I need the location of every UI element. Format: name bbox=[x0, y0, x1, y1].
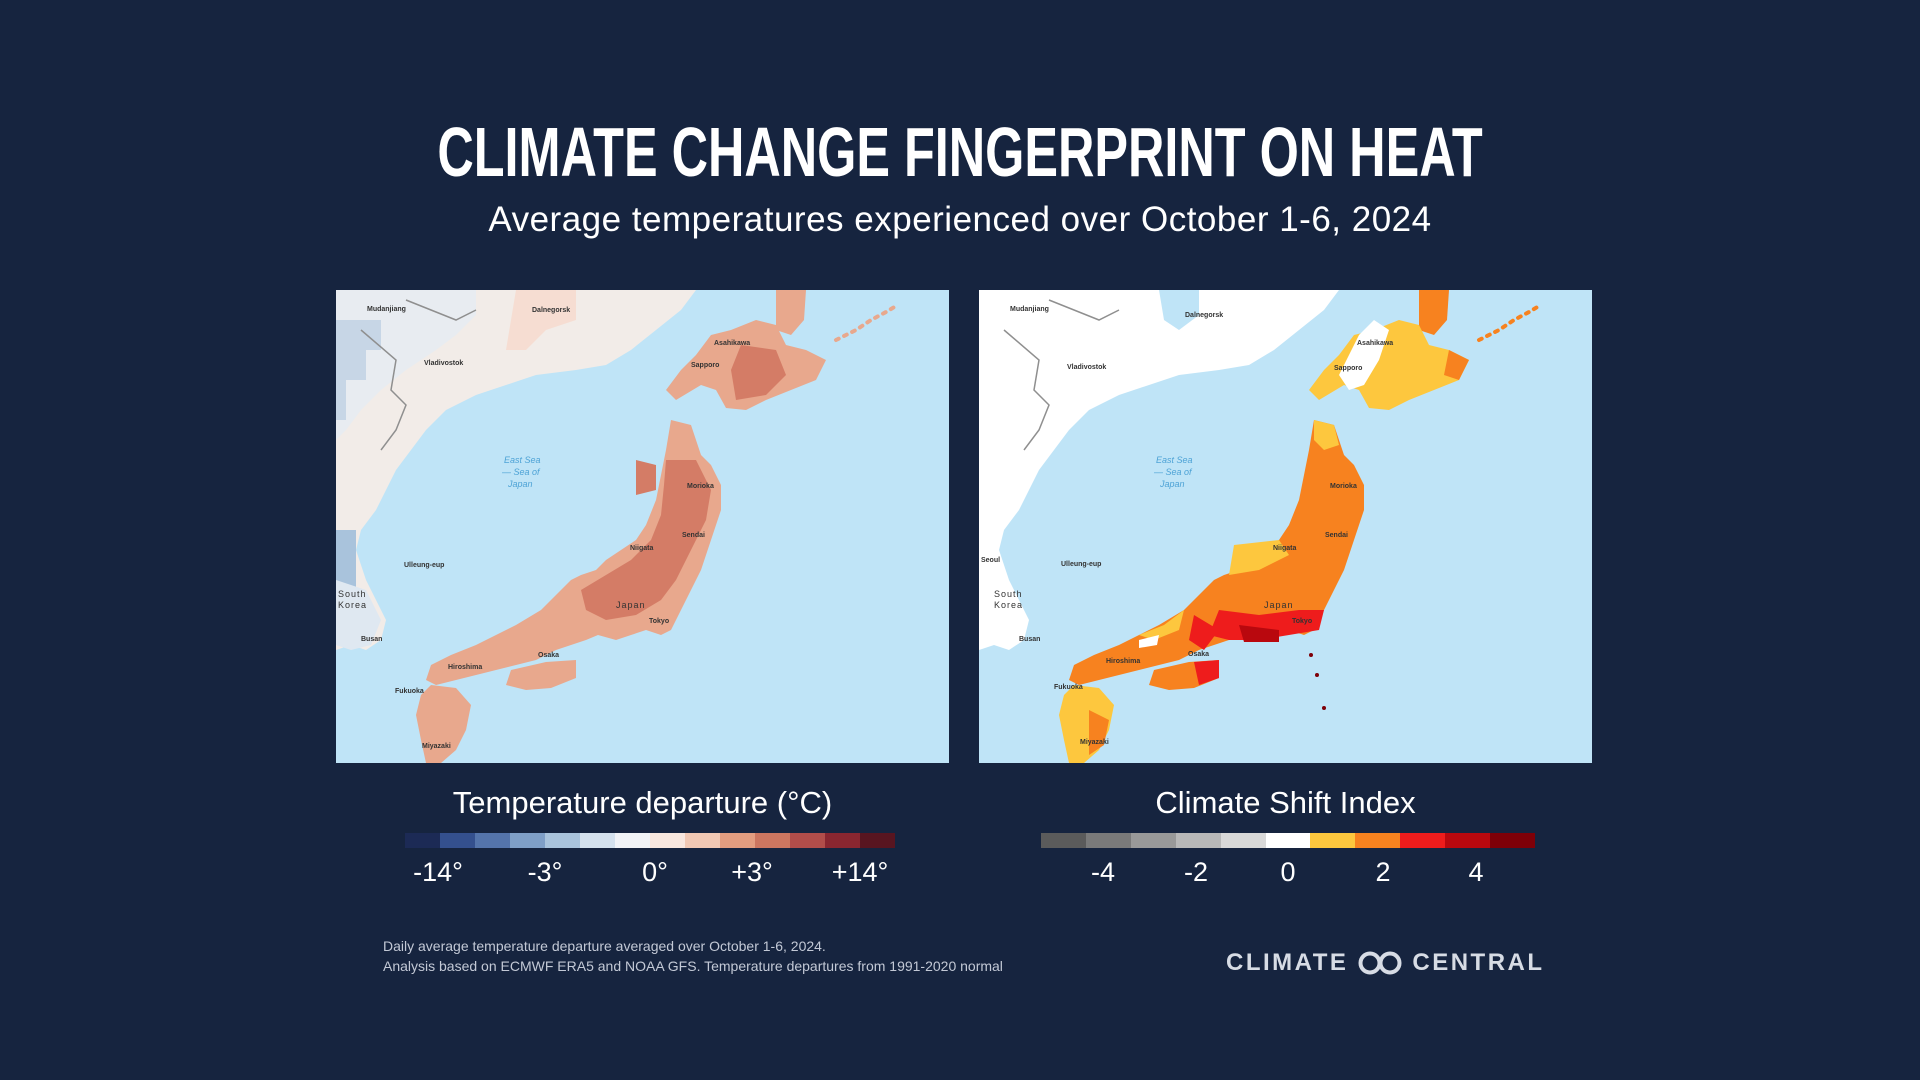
temperature-tick-label: +3° bbox=[731, 857, 773, 887]
footnote-line-1: Daily average temperature departure aver… bbox=[383, 938, 826, 954]
csi-color-swatch bbox=[1265, 833, 1311, 848]
climate-central-logo-icon bbox=[1358, 951, 1402, 975]
csi-color-swatch bbox=[1310, 833, 1356, 848]
temperature-color-swatch bbox=[720, 833, 755, 848]
city-label: Osaka bbox=[1188, 651, 1209, 658]
page-title: Climate Change Fingerprint on Heat bbox=[437, 113, 1483, 191]
csi-color-swatch bbox=[1355, 833, 1401, 848]
footnote-line-2: Analysis based on ECMWF ERA5 and NOAA GF… bbox=[383, 958, 1003, 974]
temperature-color-swatch bbox=[405, 833, 440, 848]
temperature-color-swatch bbox=[790, 833, 825, 848]
csi-tick-label: 4 bbox=[1468, 857, 1484, 887]
temperature-legend-title: Temperature departure (°C) bbox=[452, 785, 833, 820]
city-label: Sapporo bbox=[691, 362, 719, 369]
temperature-color-swatch bbox=[860, 833, 895, 848]
hokkaido bbox=[1309, 320, 1469, 410]
temperature-color-swatch bbox=[755, 833, 790, 848]
temperature-tick-label: -14° bbox=[413, 857, 463, 887]
brand-word-left: CLIMATE bbox=[1226, 949, 1349, 976]
city-label: Sapporo bbox=[1334, 365, 1362, 372]
country-label: Japan bbox=[616, 600, 646, 610]
temperature-tick-label: +14° bbox=[831, 857, 889, 887]
city-label: Ulleung-eup bbox=[404, 562, 444, 569]
city-label: Hiroshima bbox=[448, 664, 482, 671]
city-label: Tokyo bbox=[1292, 618, 1312, 625]
mainland-landmass bbox=[979, 290, 1339, 650]
country-label: South bbox=[994, 589, 1023, 599]
city-label: Fukuoka bbox=[1054, 684, 1083, 691]
mainland-landmass bbox=[336, 290, 696, 650]
country-label: South bbox=[338, 589, 367, 599]
temperature-color-swatch bbox=[510, 833, 545, 848]
temperature-color-swatch bbox=[825, 833, 860, 848]
csi-tick-label: 2 bbox=[1375, 857, 1391, 887]
sea-label: East Sea bbox=[1156, 455, 1193, 465]
temperature-color-swatch bbox=[650, 833, 685, 848]
sea-label: Japan bbox=[507, 479, 533, 489]
city-label: Sendai bbox=[682, 532, 705, 539]
city-label: Asahikawa bbox=[1357, 340, 1393, 347]
city-label: Miyazaki bbox=[1080, 739, 1109, 746]
temperature-tick-label: -3° bbox=[527, 857, 563, 887]
csi-color-swatch bbox=[1220, 833, 1266, 848]
city-label: Sendai bbox=[1325, 532, 1348, 539]
city-label: Osaka bbox=[538, 652, 559, 659]
city-label: Niigata bbox=[1273, 545, 1296, 552]
city-label: Dalnegorsk bbox=[532, 307, 570, 314]
sea-label: — Sea of bbox=[501, 467, 541, 477]
city-label: Tokyo bbox=[649, 618, 669, 625]
csi-color-swatch bbox=[1041, 833, 1086, 848]
csi-legend-title: Climate Shift Index bbox=[1155, 785, 1416, 820]
city-label: Busan bbox=[1019, 636, 1040, 643]
csi-color-swatch bbox=[1175, 833, 1221, 848]
temperature-color-swatch bbox=[545, 833, 580, 848]
temperature-color-swatch bbox=[615, 833, 650, 848]
climate-shift-index-map[interactable]: Mudanjiang Dalnegorsk Asahikawa Sapporo … bbox=[979, 290, 1592, 763]
csi-color-swatch bbox=[1130, 833, 1176, 848]
temperature-colorbar bbox=[405, 833, 895, 848]
csi-color-swatch bbox=[1445, 833, 1491, 848]
country-label: Korea bbox=[994, 600, 1023, 610]
city-label: Dalnegorsk bbox=[1185, 312, 1223, 319]
city-label: Mudanjiang bbox=[367, 306, 406, 313]
city-label: Niigata bbox=[630, 545, 653, 552]
honshu bbox=[426, 420, 721, 685]
temperature-departure-map-svg: Mudanjiang Dalnegorsk Asahikawa Sapporo … bbox=[336, 290, 949, 763]
country-label: Korea bbox=[338, 600, 367, 610]
city-label: Morioka bbox=[687, 483, 714, 490]
temperature-color-swatch bbox=[475, 833, 510, 848]
city-label: Fukuoka bbox=[395, 688, 424, 695]
climate-shift-index-map-svg: Mudanjiang Dalnegorsk Asahikawa Sapporo … bbox=[979, 290, 1592, 763]
temperature-color-swatch bbox=[440, 833, 475, 848]
sea-label: Japan bbox=[1159, 479, 1185, 489]
temperature-tick-label: 0° bbox=[642, 857, 668, 887]
csi-color-swatch bbox=[1400, 833, 1446, 848]
temperature-color-swatch bbox=[685, 833, 720, 848]
brand-word-right: CENTRAL bbox=[1412, 949, 1545, 976]
page-subtitle: Average temperatures experienced over Oc… bbox=[488, 200, 1432, 239]
country-label: Japan bbox=[1264, 600, 1294, 610]
city-label: Busan bbox=[361, 636, 382, 643]
csi-color-swatch bbox=[1490, 833, 1535, 848]
city-label: Hiroshima bbox=[1106, 658, 1140, 665]
csi-tick-label: 0 bbox=[1280, 857, 1296, 887]
city-label: Morioka bbox=[1330, 483, 1357, 490]
city-label: Vladivostok bbox=[1067, 364, 1106, 371]
city-label: Asahikawa bbox=[714, 340, 750, 347]
city-label: Mudanjiang bbox=[1010, 306, 1049, 313]
csi-tick-label: -4 bbox=[1090, 857, 1115, 887]
temperature-departure-map[interactable]: Mudanjiang Dalnegorsk Asahikawa Sapporo … bbox=[336, 290, 949, 763]
csi-color-swatch bbox=[1085, 833, 1131, 848]
climate-central-logo[interactable]: CLIMATE CENTRAL bbox=[1226, 946, 1545, 980]
csi-colorbar bbox=[1041, 833, 1535, 848]
sea-label: East Sea bbox=[504, 455, 541, 465]
city-label: Seoul bbox=[981, 557, 1000, 564]
csi-tick-label: -2 bbox=[1183, 857, 1208, 887]
city-label: Ulleung-eup bbox=[1061, 561, 1101, 568]
city-label: Miyazaki bbox=[422, 743, 451, 750]
temperature-color-swatch bbox=[580, 833, 615, 848]
sea-label: — Sea of bbox=[1153, 467, 1193, 477]
footnote: Daily average temperature departure aver… bbox=[383, 936, 1003, 976]
city-label: Vladivostok bbox=[424, 360, 463, 367]
